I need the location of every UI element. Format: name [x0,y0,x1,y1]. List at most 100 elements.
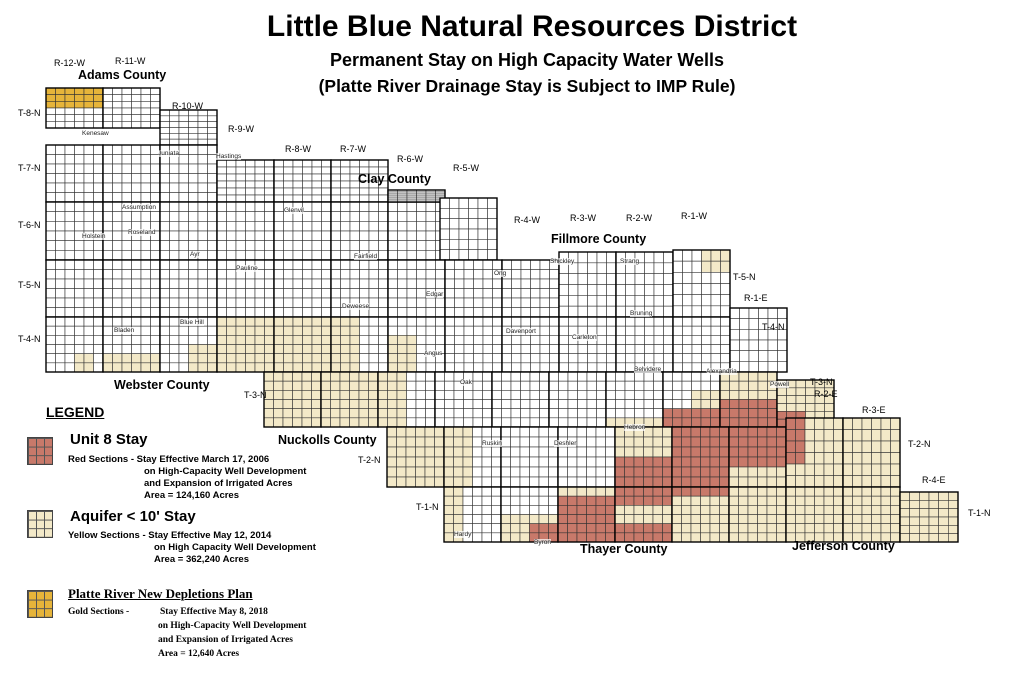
section-cell [842,486,853,497]
section-cell [216,344,227,354]
section-cell [397,193,408,197]
section-cell [254,211,265,222]
section-cell [795,475,806,488]
section-cell [861,463,872,476]
section-cell [477,249,488,261]
section-cell [719,495,730,506]
section-cell [487,249,498,261]
section-cell [226,201,237,212]
section-cell [330,269,341,280]
section-cell [643,466,654,478]
section-cell [510,466,521,478]
section-cell [767,339,778,351]
section-cell [596,284,607,296]
section-cell [169,182,180,193]
section-cell [368,390,379,400]
section-cell [671,505,682,515]
section-cell [311,250,322,261]
section-cell [254,187,265,196]
section-cell [273,187,284,196]
section-cell [530,278,541,289]
township [501,316,560,373]
section-cell [520,269,531,280]
section-cell [919,500,930,509]
section-cell [140,94,151,102]
section-cell [757,380,768,391]
section-cell [700,476,711,488]
section-cell [292,297,303,308]
section-cell [690,466,701,478]
section-cell [738,466,749,478]
platte-line: Area = 12,640 Acres [158,649,240,659]
section-cell [55,278,66,289]
section-cell [682,272,693,284]
section-cell [530,288,541,299]
section-cell [301,399,312,409]
section-cell [207,121,218,128]
section-cell [425,307,436,318]
section-cell [463,408,474,419]
section-cell [321,362,332,373]
section-cell [121,269,132,280]
section-cell [586,426,597,438]
section-cell [757,505,768,515]
section-cell [102,344,113,354]
section-cell [93,278,104,289]
section-cell [397,259,408,270]
section-cell [501,408,512,419]
section-cell [301,417,312,428]
section-cell [558,325,569,336]
section-cell [283,259,294,270]
section-cell [197,269,208,280]
section-cell [254,344,265,354]
section-cell [55,163,66,174]
section-cell [890,440,901,453]
section-cell [74,192,85,203]
section-cell [150,182,161,193]
section-cell [671,514,682,524]
section-cell [416,307,427,318]
township [548,371,607,428]
section-cell [55,325,66,336]
town-label: Hardy [454,531,472,538]
section-cell [254,173,265,182]
section-cell [472,532,483,543]
section-cell [207,297,218,308]
section-cell [207,138,218,146]
section-cell [150,87,161,95]
town-label: Edgar [426,291,444,298]
section-cell [330,344,341,354]
township [330,316,389,373]
section-cell [83,278,94,289]
section-cell [852,486,863,497]
section-cell [795,403,806,412]
range-label: R-2-W [626,213,652,223]
section-cell [833,475,844,488]
section-cell [263,371,274,382]
section-cell [226,221,237,232]
section-cell [500,466,511,478]
section-cell [548,514,559,524]
section-cell [596,390,607,400]
section-cell [283,362,294,373]
section-cell [406,230,417,241]
section-cell [245,344,256,354]
section-cell [672,325,683,336]
town-label: Assumption [122,204,156,211]
section-cell [605,495,616,506]
section-cell [273,180,284,189]
section-cell [197,297,208,308]
section-cell [339,371,350,382]
section-cell [710,390,721,400]
section-cell [302,362,313,373]
section-cell [449,239,460,250]
section-cell [861,505,872,515]
section-cell [472,436,483,448]
section-cell [539,408,550,419]
section-cell [45,325,56,336]
section-cell [378,297,389,308]
section-cell [340,269,351,280]
section-cell [159,250,170,261]
section-cell [83,94,94,102]
section-cell [359,353,370,364]
